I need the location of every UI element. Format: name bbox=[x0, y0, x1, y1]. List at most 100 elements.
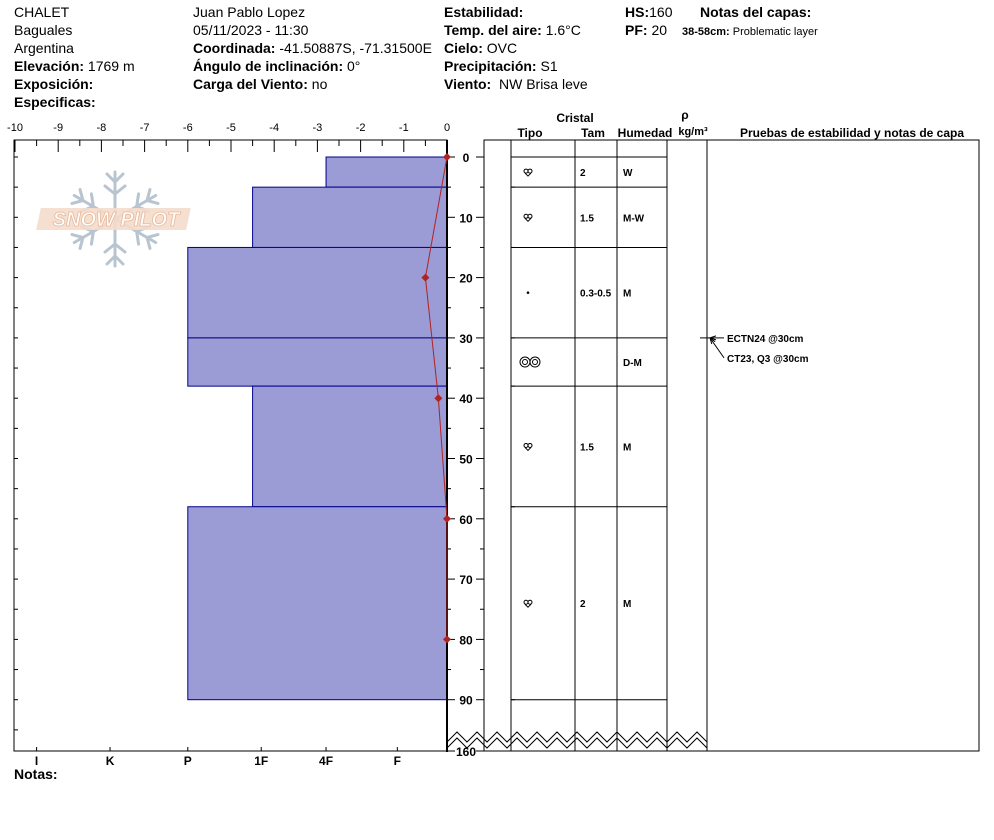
country-name: Argentina bbox=[14, 40, 74, 56]
grain-part bbox=[523, 442, 529, 448]
layer-bar bbox=[187, 506, 448, 701]
rounding-grain-icon bbox=[523, 599, 533, 608]
grain-size: 2 bbox=[580, 599, 586, 610]
wind-label: Viento: bbox=[444, 76, 492, 92]
layer-note-text: Problematic layer bbox=[732, 26, 818, 38]
depth-tick-label: 10 bbox=[459, 211, 473, 225]
rounding-grain-icon bbox=[523, 213, 533, 223]
observation-datetime: 05/11/2023 - 11:30 bbox=[193, 22, 309, 38]
grain-size: 0.3-0.5 bbox=[580, 289, 612, 300]
layer-bar bbox=[252, 385, 448, 508]
snow-height: HS:160 bbox=[625, 4, 672, 21]
temperature-point bbox=[434, 394, 443, 403]
temperature-point bbox=[443, 635, 451, 644]
hs-value: 160 bbox=[649, 4, 673, 20]
wind-load-value: no bbox=[311, 76, 328, 92]
temp-tick-label: -4 bbox=[269, 122, 279, 134]
depth-tick-label: 60 bbox=[459, 513, 473, 527]
depth-tick-label: 70 bbox=[459, 573, 473, 587]
air-temp-value: 1.6°C bbox=[545, 22, 581, 38]
melt-cluster-grain-icon bbox=[519, 356, 541, 368]
depth-tick-label: 40 bbox=[459, 392, 473, 406]
precip-label: Precipitación: bbox=[444, 58, 537, 74]
foot-penetration: PF: 20 bbox=[625, 22, 667, 39]
temp-tick-label: -3 bbox=[313, 122, 323, 134]
grain-part bbox=[524, 172, 532, 177]
moisture-value: D-M bbox=[623, 358, 642, 369]
depth-tick-label: 20 bbox=[459, 272, 473, 286]
grain-part bbox=[527, 213, 533, 219]
elevation-label: Elevación: bbox=[14, 58, 85, 74]
layer-bar bbox=[187, 246, 448, 339]
type-header: Tipo bbox=[517, 126, 542, 140]
grain-part bbox=[527, 168, 533, 174]
stability-test-label: ECTN24 @30cm bbox=[727, 334, 804, 345]
hardness-label: P bbox=[184, 754, 192, 768]
temperature-profile bbox=[421, 153, 451, 644]
slope-angle: Ángulo de inclinación: 0° bbox=[193, 58, 360, 75]
moisture-value: M bbox=[623, 442, 631, 453]
grain-part bbox=[523, 213, 529, 219]
coordinates-label: Coordinada: bbox=[193, 40, 276, 56]
hardness-label: 1F bbox=[254, 754, 268, 768]
grain-part bbox=[529, 356, 541, 368]
coordinates: Coordinada: -41.50887S, -71.31500E bbox=[193, 40, 432, 57]
hardness-label: I bbox=[35, 754, 38, 768]
precipitation: Precipitación: S1 bbox=[444, 58, 558, 75]
grain-part bbox=[523, 599, 529, 605]
rho-header: ρ bbox=[681, 108, 688, 122]
snowpilot-logo: SNOW PILOT bbox=[36, 170, 191, 268]
layer-note: 38-58cm: Problematic layer bbox=[682, 24, 818, 41]
temp-tick-label: -7 bbox=[140, 122, 150, 134]
grain-part bbox=[527, 599, 533, 605]
aspect-label: Exposición: bbox=[14, 76, 94, 92]
layer-bar bbox=[325, 156, 448, 188]
hardness-label: 4F bbox=[319, 754, 333, 768]
notes-label: Notas: bbox=[14, 766, 58, 782]
layer-table: 2 W 1.5 M-W 0.3-0.5 M D-M 1.5 M 2 M ECTN24 @30cm CT2… bbox=[446, 139, 980, 752]
size-header: Tam bbox=[581, 126, 605, 140]
moisture-value: M bbox=[623, 289, 631, 300]
grain-part bbox=[522, 359, 528, 366]
air-temperature: Temp. del aire: 1.6°C bbox=[444, 22, 581, 39]
depth-tick-label: 80 bbox=[459, 633, 473, 647]
sky-value: OVC bbox=[486, 40, 518, 56]
layer-notes-label: Notas del capas: bbox=[700, 4, 812, 20]
hardness-layers bbox=[187, 156, 448, 701]
moisture-header: Humedad bbox=[618, 126, 673, 140]
density-unit-header: kg/m³ bbox=[678, 126, 708, 138]
depth-tick-label: 30 bbox=[459, 332, 473, 346]
slope-value: 0° bbox=[347, 58, 361, 74]
wind: Viento: NW Brisa leve bbox=[444, 76, 588, 93]
temp-tick-label: -6 bbox=[183, 122, 193, 134]
location-name: CHALET bbox=[14, 4, 70, 20]
stability-arrow-head bbox=[709, 337, 716, 345]
temperature-point bbox=[443, 153, 451, 161]
pf-label: PF: bbox=[625, 22, 648, 38]
slope-label: Ángulo de inclinación: bbox=[193, 58, 344, 74]
grain-size: 2 bbox=[580, 168, 586, 179]
temp-tick-label: 0 bbox=[444, 122, 450, 134]
temp-tick-label: -1 bbox=[399, 122, 409, 134]
wind-load: Carga del Viento: no bbox=[193, 76, 327, 93]
temp-tick-label: -10 bbox=[7, 122, 23, 134]
tests-header: Pruebas de estabilidad y notas de capa bbox=[740, 126, 964, 140]
sky-condition: Cielo: OVC bbox=[444, 40, 518, 57]
break-zigzag-top bbox=[446, 731, 708, 743]
moisture-value: M-W bbox=[623, 213, 645, 224]
temp-tick-label: -2 bbox=[356, 122, 366, 134]
temp-tick-label: -9 bbox=[53, 122, 63, 134]
layer-note-range: 38-58cm: bbox=[682, 26, 730, 38]
stability-label: Estabilidad: bbox=[444, 4, 524, 20]
moisture-value: W bbox=[623, 168, 633, 179]
rounding-grain-icon bbox=[523, 168, 533, 177]
layer-bar bbox=[187, 337, 448, 387]
observer-name: Juan Pablo Lopez bbox=[193, 4, 306, 20]
logo-text: SNOW PILOT bbox=[53, 209, 181, 231]
specifics-label: Especificas: bbox=[14, 94, 96, 110]
area-name: Baguales bbox=[14, 22, 73, 38]
depth-tick-label: 160 bbox=[456, 745, 476, 759]
snowflake-icon bbox=[67, 170, 163, 268]
stability-arrow bbox=[709, 337, 725, 359]
